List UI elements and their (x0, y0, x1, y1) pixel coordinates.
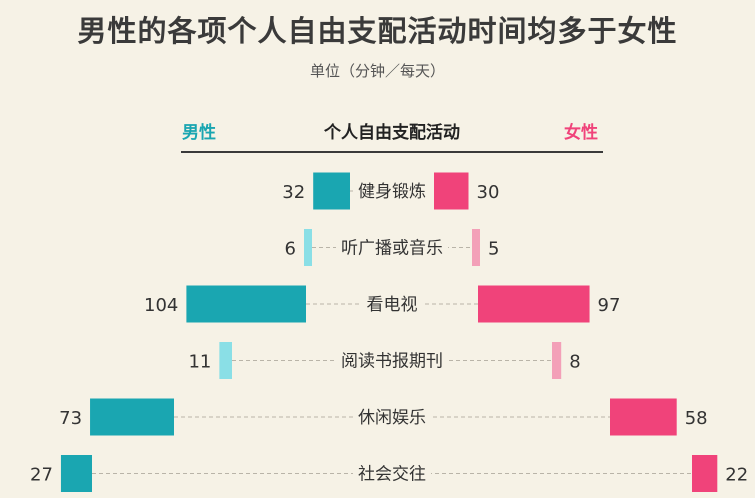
category-label: 社会交往 (358, 465, 426, 485)
category-label: 休闲娱乐 (358, 408, 426, 428)
female-bar (552, 342, 562, 379)
category-label-bg (353, 179, 431, 203)
female-value-label: 22 (725, 465, 748, 486)
male-bar (219, 342, 232, 379)
male-value-label: 27 (30, 465, 53, 486)
female-bar (434, 172, 469, 210)
category-label: 健身锻炼 (358, 182, 426, 202)
category-label-bg (353, 405, 431, 429)
male-value-label: 104 (144, 295, 178, 316)
category-label-bg (353, 461, 431, 486)
category-label: 阅读书报期刊 (341, 352, 443, 372)
header-divider (181, 151, 603, 153)
category-label-bg (361, 292, 423, 316)
male-bar (60, 455, 92, 492)
legend-center-label: 个人自由支配活动 (324, 123, 460, 143)
legend-male-label: 男性 (182, 123, 216, 143)
category-label-bg (336, 235, 448, 260)
female-value-label: 58 (685, 408, 708, 429)
chart-title: 男性的各项个人自由支配活动时间均多于女性 (77, 14, 678, 48)
female-bar (478, 285, 590, 323)
male-bar (186, 285, 306, 323)
female-value-label: 30 (477, 182, 500, 203)
category-label: 听广播或音乐 (341, 239, 443, 259)
male-value-label: 11 (188, 352, 211, 373)
female-bar (692, 455, 718, 492)
female-value-label: 5 (488, 239, 499, 260)
male-value-label: 32 (282, 182, 305, 203)
unit-label: 单位（分钟／每天） (309, 62, 445, 80)
female-bar (472, 229, 480, 266)
male-value-label: 73 (59, 408, 82, 429)
male-value-label: 6 (285, 239, 296, 260)
category-label: 看电视 (367, 295, 418, 315)
female-value-label: 8 (569, 352, 580, 373)
male-bar (313, 172, 350, 210)
female-value-label: 97 (598, 295, 621, 316)
category-label-bg (336, 348, 448, 373)
male-bar (90, 398, 174, 436)
male-bar (304, 229, 312, 266)
female-bar (610, 398, 677, 436)
legend-female-label: 女性 (564, 123, 598, 143)
